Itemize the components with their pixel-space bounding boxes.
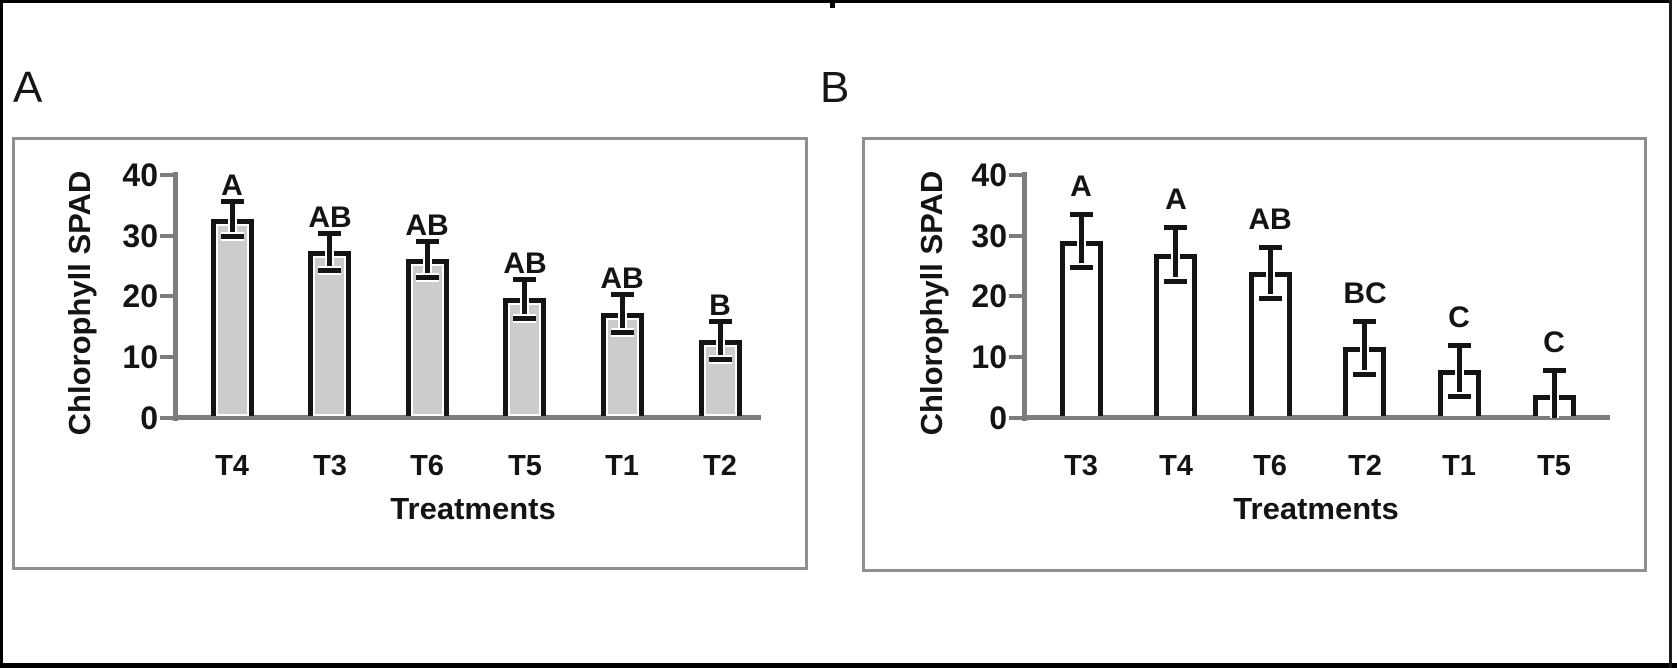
panel-b-y-axis-title: Chlorophyll SPAD	[914, 170, 949, 436]
panel-b-x-axis-title: Treatments	[1233, 491, 1399, 526]
panel-b-label: B	[820, 63, 850, 112]
figure-border-bottom	[0, 663, 1677, 668]
figure-border-top	[0, 0, 1672, 3]
panel-a-y-axis-title: Chlorophyll SPAD	[62, 170, 97, 436]
top-tick-mark	[830, 3, 835, 8]
figure-border-left	[0, 0, 3, 668]
panel-a-x-axis-title: Treatments	[390, 491, 556, 526]
panel-a-label: A	[13, 63, 43, 112]
figure-border-right	[1669, 0, 1672, 668]
